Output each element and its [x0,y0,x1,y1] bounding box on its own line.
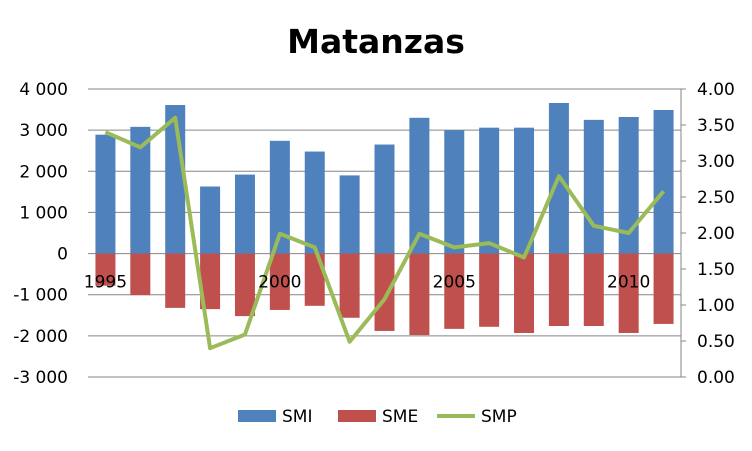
x-tick-label: 2005 [433,273,476,293]
bar-smi-1996 [130,126,151,254]
bars [95,102,674,336]
left-tick-label: 0 [57,245,68,265]
chart-title: Matanzas [287,22,465,61]
right-tick-label: 2.50 [697,188,735,208]
bar-sme-2006 [479,253,500,327]
left-tick-label: -2 000 [13,327,68,347]
bar-smi-2011 [653,109,674,254]
bar-smi-2001 [304,151,325,254]
bar-sme-2009 [583,253,604,326]
bar-smi-2009 [583,119,604,254]
bar-sme-2000 [269,253,290,310]
right-tick-label: 3.50 [697,116,735,136]
bar-sme-1995 [95,253,116,286]
smp-line-group [104,115,666,351]
legend-swatch-smi [238,410,276,422]
bar-smi-2006 [479,127,500,254]
right-tick-label: 2.00 [697,224,735,244]
x-tick-label: 2010 [607,273,650,293]
x-tick-label: 1995 [84,273,127,293]
right-tick-label: 1.00 [697,296,735,316]
bar-smi-2002 [339,175,360,254]
bar-sme-1998 [200,253,221,310]
bar-sme-2011 [653,253,674,324]
legend-label-sme: SME [382,407,418,427]
bar-smi-2005 [444,130,465,254]
left-tick-label: 4 000 [19,80,68,100]
bar-sme-1997 [165,253,186,308]
bar-smi-2003 [374,144,395,254]
left-tick-label: 3 000 [19,121,68,141]
right-tick-label: 0.50 [697,332,735,352]
bar-sme-2007 [514,253,535,333]
bar-smi-2004 [409,117,430,254]
bar-smi-1998 [200,186,221,254]
right-tick-label: 3.00 [697,152,735,172]
bar-smi-2000 [269,140,290,254]
left-tick-label: 1 000 [19,203,68,223]
right-tick-label: 1.50 [697,260,735,280]
x-tick-labels: 1995 2000 2005 2010 [84,273,651,293]
left-tick-label: -1 000 [13,286,68,306]
bar-sme-2004 [409,253,430,336]
bar-sme-2008 [548,253,569,326]
bar-sme-2005 [444,253,465,329]
bar-sme-2010 [618,253,639,333]
right-tick-label: 0.00 [697,368,735,388]
bar-smi-2010 [618,116,639,254]
bar-smi-2007 [514,127,535,254]
x-tick-label: 2000 [258,273,301,293]
legend-label-smp: SMP [481,407,517,427]
bar-smi-1995 [95,134,116,254]
legend-swatch-sme [338,410,376,422]
bar-sme-1996 [130,253,151,296]
legend-label-smi: SMI [282,407,312,427]
left-tick-label: -3 000 [13,368,68,388]
bar-sme-2003 [374,253,395,331]
right-axis: 0.00 0.50 1.00 1.50 2.00 2.50 3.00 3.50 4.00 [680,80,735,388]
bar-sme-1999 [234,253,255,317]
legend: SMI SME SMP [238,407,517,427]
left-axis: -3 000 -2 000 -1 000 0 1 000 2 000 3 000 4 000 [13,80,68,388]
left-tick-label: 2 000 [19,162,68,182]
right-tick-label: 4.00 [697,80,735,100]
bar-smi-1999 [234,174,255,254]
bar-sme-2002 [339,253,360,318]
